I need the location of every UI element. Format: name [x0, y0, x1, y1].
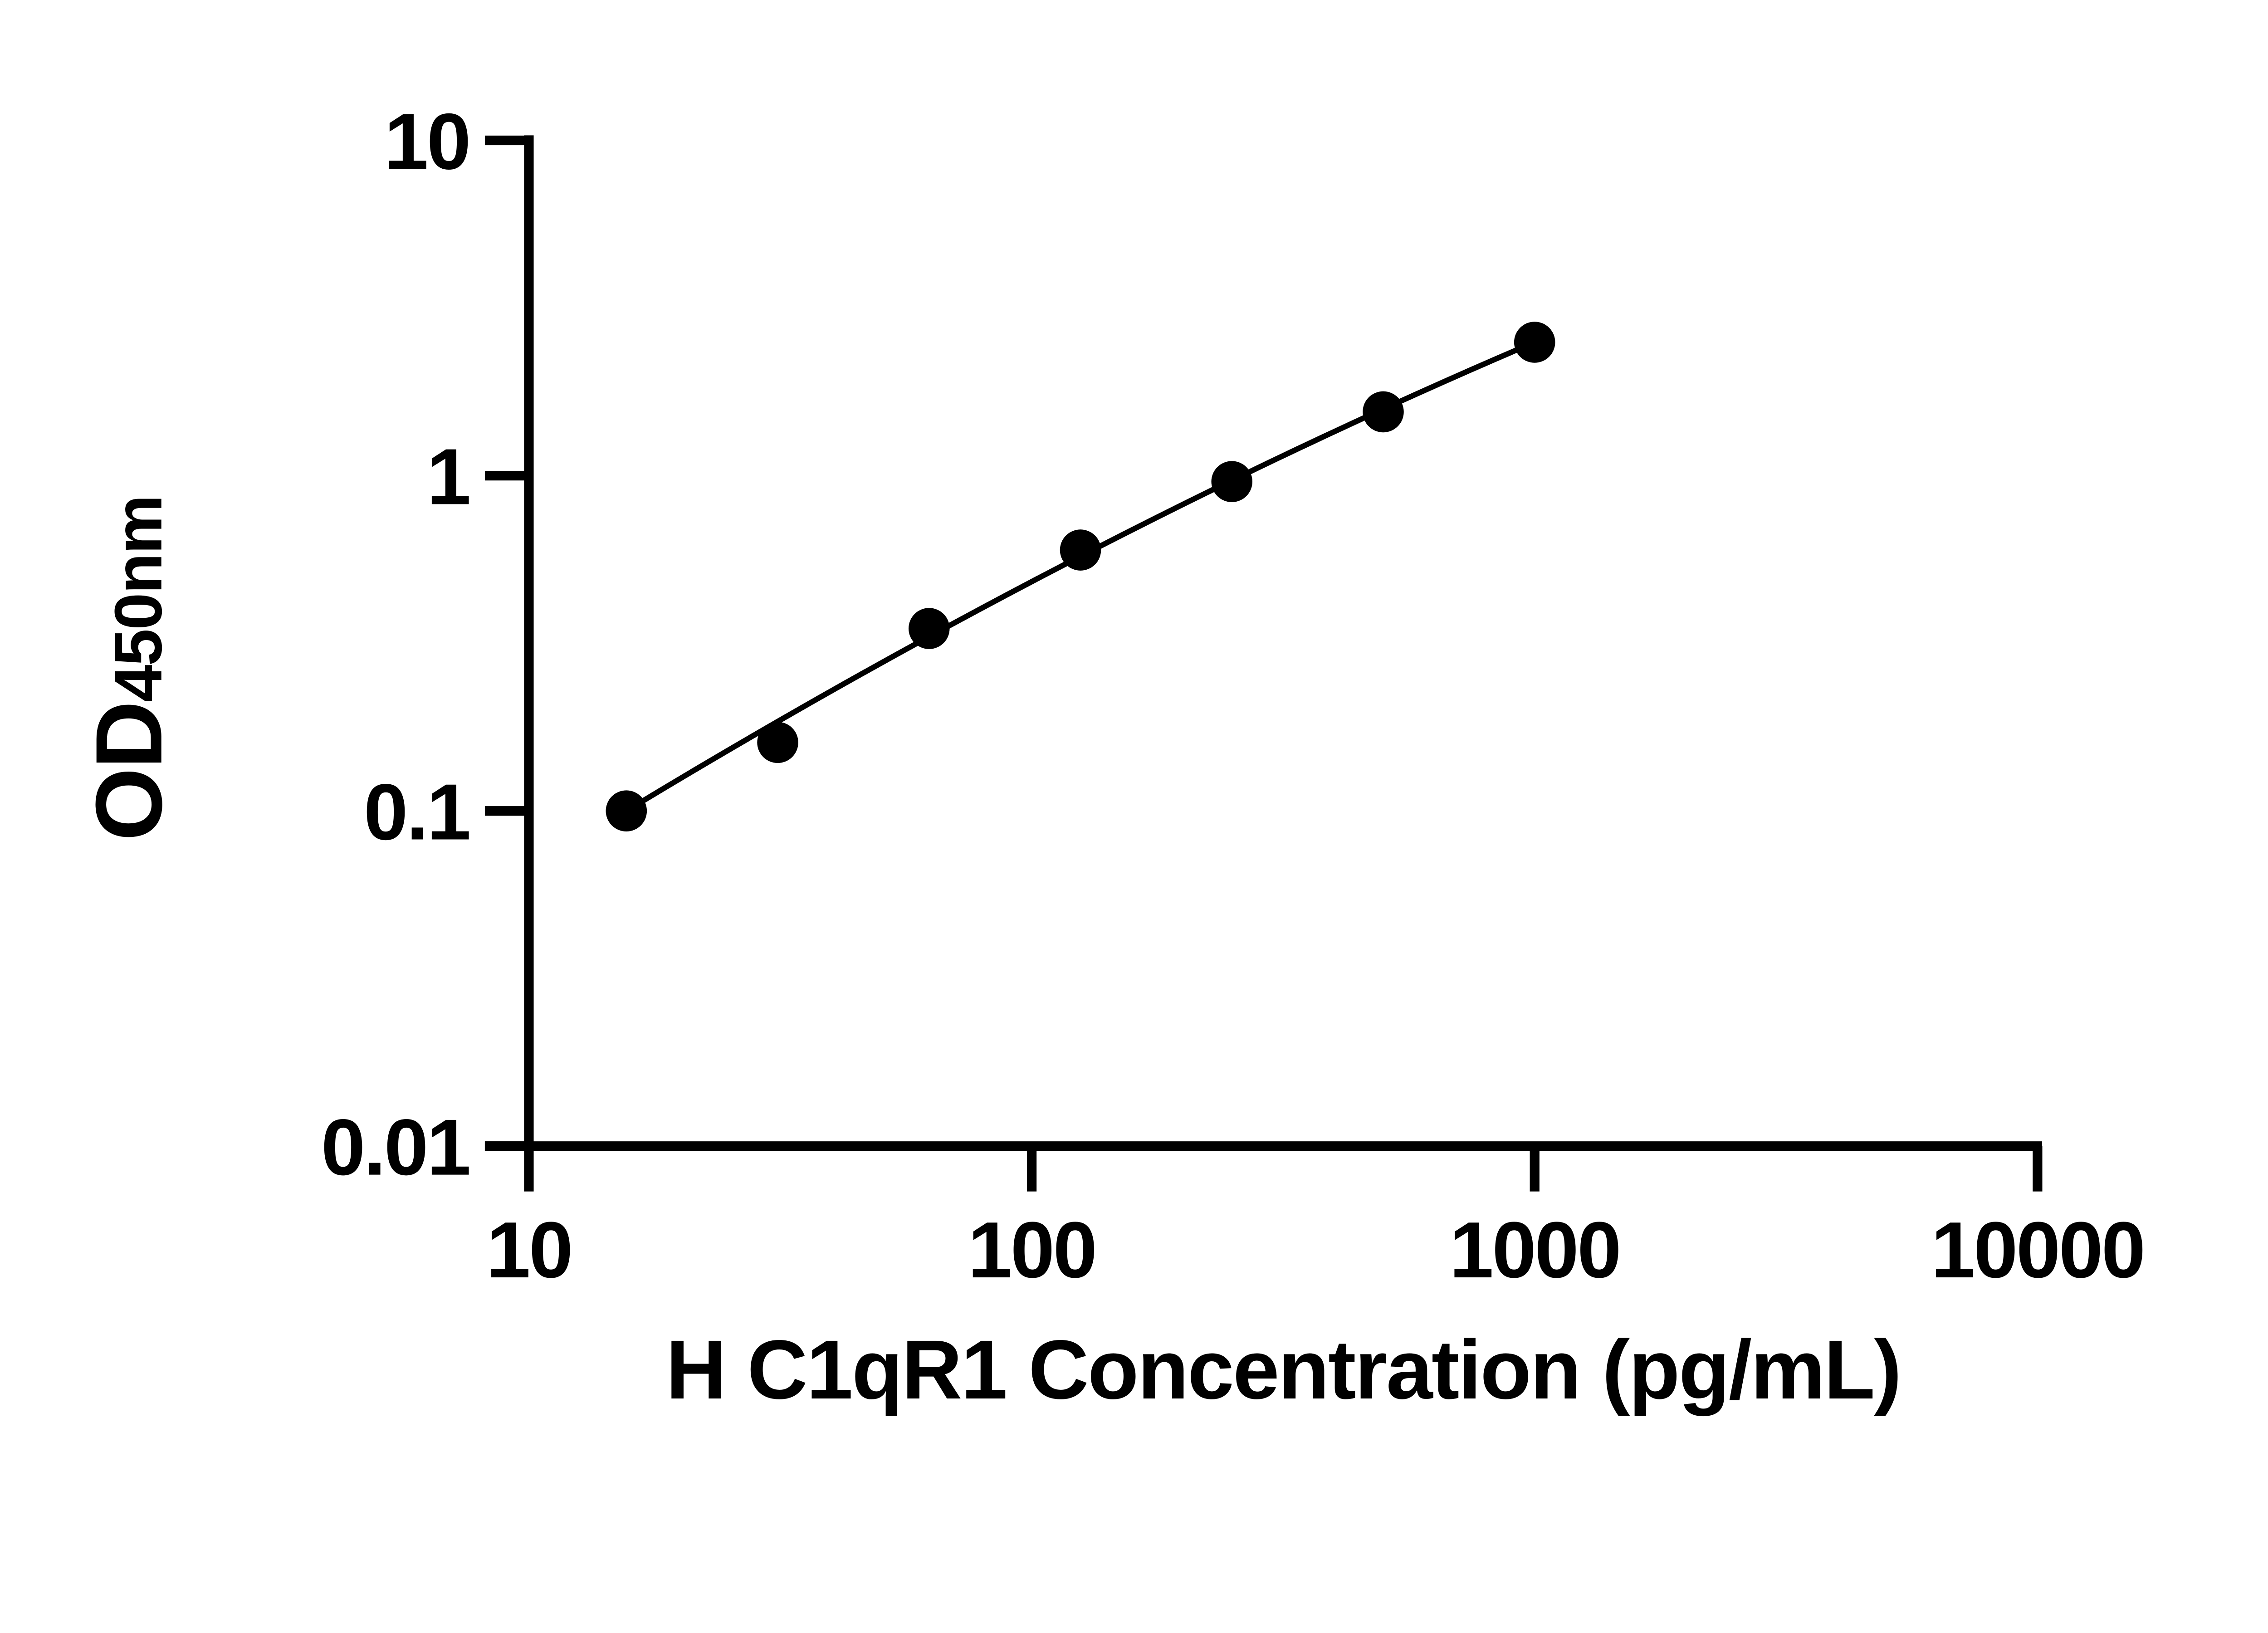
- data-point: [1514, 322, 1555, 363]
- data-point: [909, 608, 950, 649]
- data-points: [606, 322, 1555, 831]
- y-tick-label: 0.01: [321, 1103, 469, 1192]
- y-tick-label: 0.1: [364, 768, 469, 857]
- elisa-standard-curve-figure: 10 1 0.1 0.01 10 100 1000 10000 H C1qR1 Concen…: [0, 0, 2268, 1509]
- elisa-standard-curve-chart: 10 1 0.1 0.01 10 100 1000 10000 H C1qR1 Concen…: [0, 0, 2268, 1509]
- y-tick-label: 10: [384, 97, 469, 186]
- x-axis-ticks: 10 100 1000 10000: [486, 1146, 2146, 1295]
- x-tick-label: 10: [486, 1206, 572, 1295]
- chart-background: [0, 0, 2268, 1509]
- y-axis-title-subscript: 450nm: [101, 496, 176, 702]
- x-tick-label: 1000: [1449, 1206, 1620, 1295]
- x-tick-label: 100: [968, 1206, 1096, 1295]
- data-point: [606, 790, 647, 831]
- data-point: [757, 722, 798, 763]
- x-tick-label: 10000: [1931, 1206, 2144, 1295]
- y-axis-ticks: 10 1 0.1 0.01: [321, 97, 529, 1192]
- y-axis-title: OD450nm: [77, 496, 182, 841]
- x-axis-title: H C1qR1 Concentration (pg/mL): [666, 1323, 1901, 1417]
- data-point: [1211, 461, 1253, 502]
- y-axis-title-main: OD: [77, 702, 182, 841]
- y-tick-label: 1: [427, 432, 469, 521]
- data-point: [1363, 391, 1404, 433]
- data-point: [1060, 529, 1101, 571]
